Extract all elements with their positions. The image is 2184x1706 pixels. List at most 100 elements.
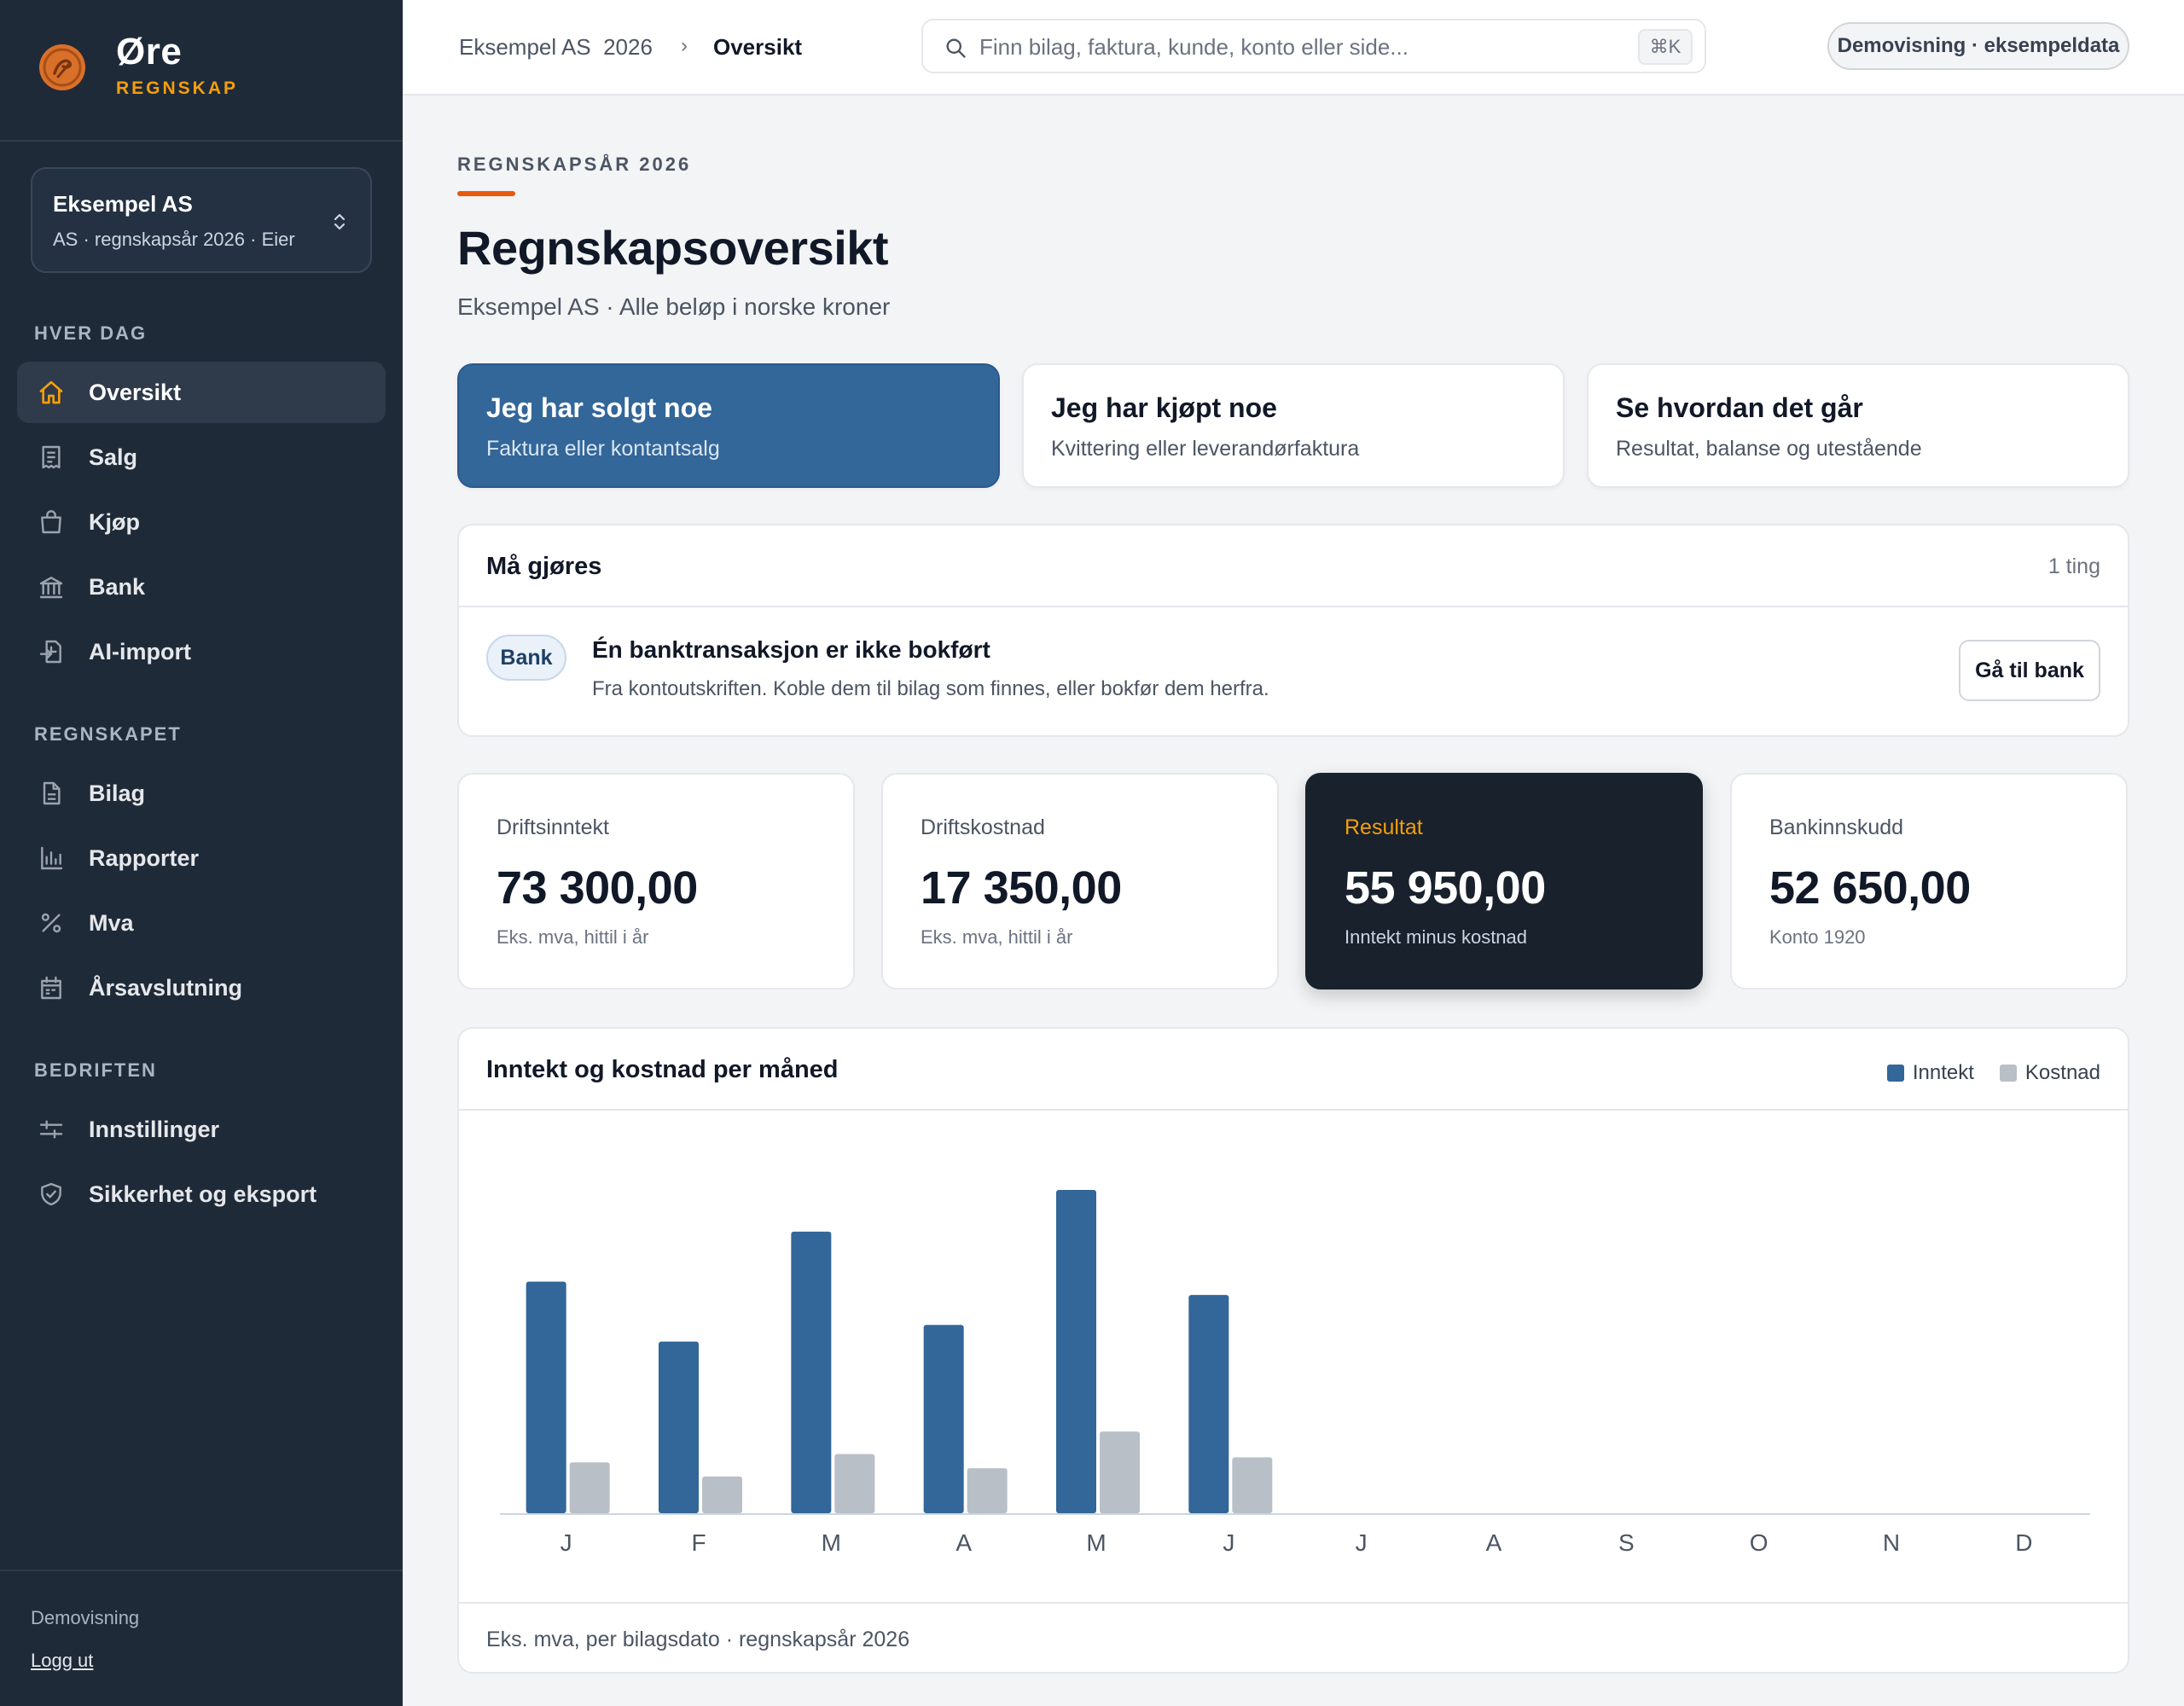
sidebar-item-mva[interactable]: Mva [17,892,386,954]
bar-income [1056,1190,1096,1513]
todo-title: Må gjøres [486,553,602,580]
chart-header: Inntekt og kostnad per måned Inntekt Kos… [459,1029,2128,1111]
demo-mode-label: Demovisning [31,1607,140,1628]
sidebar-item-salg[interactable]: Salg [17,426,386,488]
nav-section-daily: HVER DAG [34,322,148,344]
chart-footer: Eks. mva, per bilagsdato · regnskapsår 2… [459,1602,2128,1672]
brand-name: Øre [116,31,183,73]
x-tick-label: J [1356,1529,1368,1556]
x-tick-label: O [1750,1529,1769,1556]
todo-item-description: Fra kontoutskriften. Koble dem til bilag… [592,677,1269,700]
x-tick-label: J [561,1529,572,1556]
action-card-status[interactable]: Se hvordan det går Resultat, balanse og … [1587,363,2129,488]
legend-label: Inntekt [1912,1061,1974,1084]
sidebar-item-label: Kjøp [89,508,140,535]
page-title: Regnskapsoversikt [457,221,889,275]
sidebar-item-bank[interactable]: Bank [17,556,386,618]
monthly-chart-card: Inntekt og kostnad per måned Inntekt Kos… [457,1027,2129,1674]
nav-section-accounts: REGNSKAPET [34,723,182,745]
bar-cost [967,1468,1008,1513]
sidebar-item-arsavslutning[interactable]: Årsavslutning [17,957,386,1018]
x-tick-label: M [822,1529,841,1556]
search-input[interactable] [979,29,1628,65]
todo-panel: Må gjøres 1 ting Bank Én banktransaksjon… [457,524,2129,737]
sidebar-item-ai-import[interactable]: AI-import [17,621,386,682]
topbar: Eksempel AS 2026 › Oversikt ⌘K Demovisni… [403,0,2184,96]
kpi-note: Eks. mva, hittil i år [497,926,649,948]
action-card-bought[interactable]: Jeg har kjøpt noe Kvittering eller lever… [1022,363,1565,488]
breadcrumb-current: Oversikt [713,34,803,60]
sidebar-item-innstillinger[interactable]: Innstillinger [17,1099,386,1160]
search-box[interactable]: ⌘K [921,19,1706,73]
sidebar-item-label: Bank [89,573,146,600]
company-switcher[interactable]: Eksempel AS AS · regnskapsår 2026 · Eier [31,167,372,273]
accent-divider [457,191,515,196]
action-card-title: Jeg har kjøpt noe [1051,392,1277,423]
x-tick-label: M [1086,1529,1106,1556]
go-to-bank-button[interactable]: Gå til bank [1959,640,2100,701]
legend-swatch [1886,1065,1904,1082]
chart-legend: Inntekt Kostnad [1862,1061,2100,1085]
action-card-title: Se hvordan det går [1616,392,1863,423]
sidebar-item-oversikt[interactable]: Oversikt [17,362,386,423]
bar-cost [702,1477,742,1513]
kpi-card-income: Driftsinntekt 73 300,00 Eks. mva, hittil… [457,773,855,989]
sidebar-item-label: Sikkerhet og eksport [89,1181,317,1207]
brand-subtitle: REGNSKAP [116,78,239,98]
logout-link[interactable]: Logg ut [31,1650,94,1671]
chevron-up-down-icon [334,213,346,230]
page-subtitle: Eksempel AS · Alle beløp i norske kroner [457,293,891,320]
kpi-note: Inntekt minus kostnad [1345,926,1528,948]
action-card-sold[interactable]: Jeg har solgt noe Faktura eller kontants… [457,363,1000,488]
chart-title: Inntekt og kostnad per måned [486,1056,839,1083]
x-tick-label: F [691,1529,706,1556]
home-icon [36,377,67,408]
bar-cost [569,1462,610,1513]
search-shortcut: ⌘K [1638,29,1693,65]
kpi-value: 52 650,00 [1769,862,1971,914]
kpi-label: Resultat [1345,815,1423,839]
bar-cost [834,1454,875,1513]
company-meta: AS · regnskapsår 2026 · Eier [53,229,295,250]
sidebar-item-label: Mva [89,909,134,936]
nav-section-company: BEDRIFTEN [34,1059,157,1081]
percent-icon [36,908,67,938]
brand: Øre REGNSKAP [0,0,403,142]
breadcrumb-company[interactable]: Eksempel AS 2026 [459,34,653,60]
sidebar-item-kjop[interactable]: Kjøp [17,491,386,553]
chart-footnote: Eks. mva, per bilagsdato · regnskapsår 2… [486,1628,910,1651]
shopping-bag-icon [36,507,67,537]
sidebar-footer: Demovisning Logg ut [0,1570,403,1706]
kpi-value: 73 300,00 [497,862,698,914]
todo-category-badge: Bank [486,635,566,681]
bar-cost [1232,1457,1273,1513]
sidebar-item-label: Innstillinger [89,1116,220,1142]
kpi-card-result: Resultat 55 950,00 Inntekt minus kostnad [1305,773,1703,989]
search-icon [946,38,966,58]
sidebar-item-bilag[interactable]: Bilag [17,763,386,824]
todo-header: Må gjøres 1 ting [459,525,2128,607]
bar-income [659,1341,699,1513]
legend-swatch [1999,1065,2017,1082]
bar-chart-icon [36,843,67,873]
sidebar-item-label: Rapporter [89,844,200,871]
kpi-value: 17 350,00 [921,862,1122,914]
document-icon [36,778,67,809]
fiscal-year-eyebrow: REGNSKAPSÅR 2026 [457,154,692,175]
bar-income [526,1281,566,1513]
kpi-label: Bankinnskudd [1769,815,1904,839]
sliders-icon [36,1114,67,1145]
demo-badge: Demovisning · eksempeldata [1827,22,2129,70]
company-name: Eksempel AS [53,191,193,217]
x-tick-label: A [1486,1529,1502,1556]
sidebar-item-sikkerhet[interactable]: Sikkerhet og eksport [17,1163,386,1225]
x-tick-label: N [1883,1529,1900,1556]
calendar-icon [36,972,67,1003]
todo-count: 1 ting [2048,554,2100,578]
shield-icon [36,1179,67,1210]
coin-logo-icon [39,44,85,90]
sidebar-item-rapporter[interactable]: Rapporter [17,827,386,889]
import-icon [36,636,67,667]
action-card-title: Jeg har solgt noe [486,392,712,423]
